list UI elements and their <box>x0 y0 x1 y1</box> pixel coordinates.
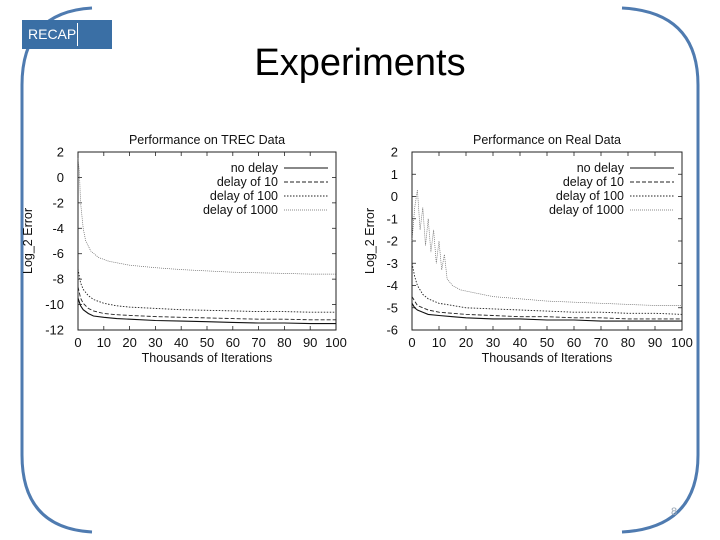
y-axis-label: Log_2 Error <box>21 208 35 274</box>
series-line-3 <box>77 158 336 275</box>
x-tick-label: 10 <box>432 335 446 350</box>
x-tick-label: 30 <box>486 335 500 350</box>
legend-label: delay of 10 <box>217 175 278 189</box>
y-tick-label: 0 <box>57 170 64 185</box>
x-tick-label: 80 <box>277 335 291 350</box>
series-line-0 <box>77 298 336 325</box>
x-axis-label: Thousands of Iterations <box>142 351 273 365</box>
recap-badge-label: RECAP <box>28 26 77 42</box>
series-line-0 <box>411 303 682 322</box>
chart-trec: Performance on TREC Data20-2-4-6-8-10-12… <box>21 133 347 365</box>
frame-bracket-right <box>621 6 700 534</box>
x-tick-label: 100 <box>671 335 693 350</box>
legend-label: no delay <box>577 161 625 175</box>
x-tick-label: 0 <box>74 335 81 350</box>
y-tick-label: 2 <box>57 145 64 160</box>
x-tick-label: 100 <box>325 335 347 350</box>
y-tick-label: 0 <box>391 189 398 204</box>
y-tick-label: 2 <box>391 145 398 160</box>
y-tick-label: -5 <box>386 300 398 315</box>
series-line-1 <box>411 296 682 320</box>
slide-title: Experiments <box>254 42 466 84</box>
series-line-1 <box>77 286 336 321</box>
legend-label: delay of 1000 <box>549 203 624 217</box>
y-tick-label: -2 <box>52 195 64 210</box>
x-tick-label: 30 <box>148 335 162 350</box>
y-tick-label: -3 <box>386 256 398 271</box>
legend-label: no delay <box>231 161 279 175</box>
series-line-2 <box>411 263 683 315</box>
y-tick-label: -6 <box>386 323 398 338</box>
legend-label: delay of 100 <box>210 189 278 203</box>
x-tick-label: 50 <box>540 335 554 350</box>
y-tick-label: 1 <box>391 167 398 182</box>
x-axis-label: Thousands of Iterations <box>482 351 613 365</box>
recap-badge-divider <box>77 23 78 46</box>
x-tick-label: 40 <box>513 335 527 350</box>
x-tick-label: 70 <box>251 335 265 350</box>
y-tick-label: -12 <box>45 323 64 338</box>
x-tick-label: 10 <box>97 335 111 350</box>
legend-label: delay of 100 <box>556 189 624 203</box>
plot-frame <box>411 151 683 331</box>
x-tick-label: 90 <box>303 335 317 350</box>
x-tick-label: 70 <box>594 335 608 350</box>
series-line-3 <box>411 189 682 306</box>
plot-frame <box>77 151 337 331</box>
y-tick-label: -10 <box>45 297 64 312</box>
chart-title: Performance on Real Data <box>473 133 621 147</box>
y-tick-label: -4 <box>52 221 64 236</box>
x-tick-label: 40 <box>174 335 188 350</box>
x-tick-label: 90 <box>648 335 662 350</box>
x-tick-label: 60 <box>567 335 581 350</box>
legend-label: delay of 1000 <box>203 203 278 217</box>
x-tick-label: 20 <box>122 335 136 350</box>
recap-badge: RECAP <box>22 20 112 49</box>
series-line-2 <box>77 268 336 313</box>
x-tick-label: 80 <box>621 335 635 350</box>
x-tick-label: 50 <box>200 335 214 350</box>
y-axis-label: Log_2 Error <box>363 208 377 274</box>
legend-label: delay of 10 <box>563 175 624 189</box>
y-tick-label: -2 <box>386 234 398 249</box>
x-tick-label: 60 <box>226 335 240 350</box>
y-tick-label: -8 <box>52 272 64 287</box>
chart-title: Performance on TREC Data <box>129 133 285 147</box>
y-tick-label: -4 <box>386 278 398 293</box>
page-number: 8 <box>670 506 678 518</box>
frame-bracket-left <box>20 6 93 534</box>
y-tick-label: -1 <box>386 211 398 226</box>
y-tick-label: -6 <box>52 246 64 261</box>
x-tick-label: 0 <box>408 335 415 350</box>
chart-real: Performance on Real Data210-1-2-3-4-5-60… <box>363 133 693 365</box>
x-tick-label: 20 <box>459 335 473 350</box>
